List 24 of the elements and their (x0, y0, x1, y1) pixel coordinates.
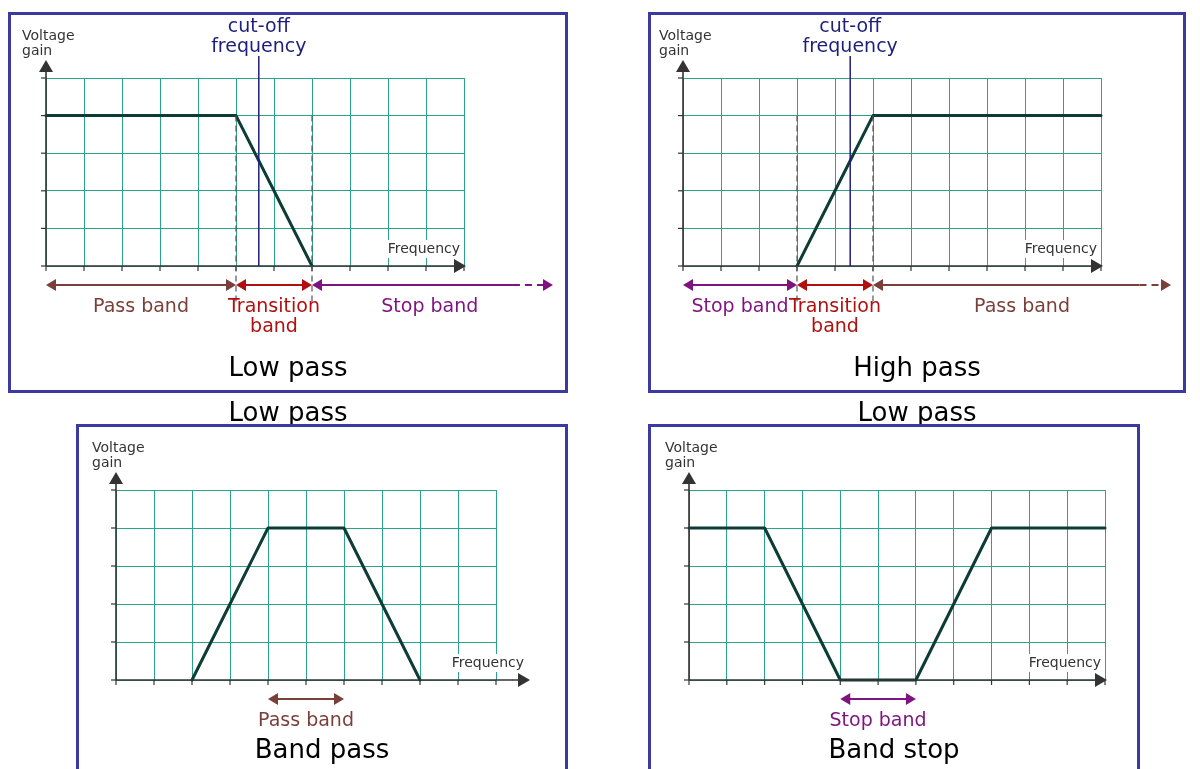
text: Band stop (828, 733, 960, 764)
text: Low pass (856, 397, 978, 427)
text: Stop band (380, 294, 480, 316)
text: Pass band (973, 294, 1071, 316)
text: Stop band (828, 708, 928, 730)
text: Transition band (227, 294, 321, 336)
x-axis-title: Frequency (1028, 653, 1101, 670)
x-axis-title: Frequency (387, 239, 460, 256)
y-axis-title: Voltage gain (92, 438, 145, 470)
y-axis-title: Voltage gain (22, 26, 75, 58)
text: cut-off frequency (801, 14, 899, 56)
x-axis-title: Frequency (451, 653, 524, 670)
text: Band pass (254, 733, 390, 764)
text: Pass band (93, 294, 189, 316)
x-axis-title: Frequency (1024, 239, 1097, 256)
text: Low pass (228, 351, 348, 382)
text: Transition band (789, 294, 882, 336)
text: cut-off frequency (210, 14, 308, 56)
y-axis-title: Voltage gain (659, 26, 712, 58)
text: Stop band (691, 294, 789, 316)
text: Pass band (257, 708, 355, 730)
y-axis-title: Voltage gain (665, 438, 718, 470)
text: High pass (853, 351, 981, 382)
text: Low pass (227, 397, 349, 427)
